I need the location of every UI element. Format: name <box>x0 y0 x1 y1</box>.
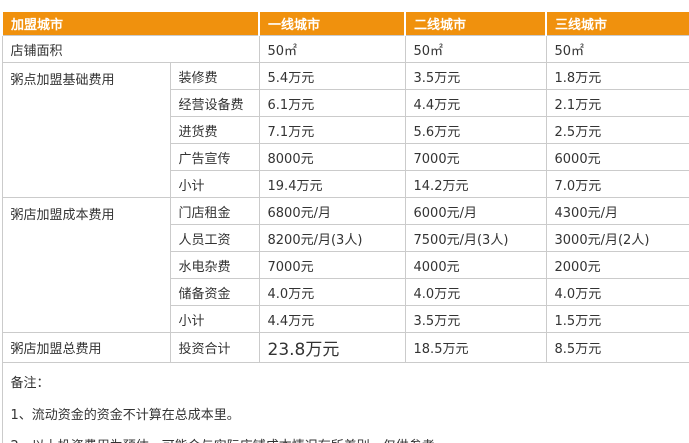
item-label: 小计 <box>169 170 260 198</box>
header-city-label: 加盟城市 <box>0 10 261 36</box>
header-tier2-city: 二线城市 <box>404 10 548 36</box>
value-cell: 19.4万元 <box>258 170 406 198</box>
notes-row: 备注： 1、流动资金的资金不计算在总成本里。 2、以上投资费用为预估，可能会与实… <box>1 362 689 443</box>
value-cell: 8000元 <box>258 143 406 171</box>
section-base-fees-label: 粥点加盟基础费用 <box>1 62 171 198</box>
total-item-label: 投资合计 <box>169 332 260 363</box>
value-cell: 2.5万元 <box>545 116 689 144</box>
value-cell: 4000元 <box>404 251 547 279</box>
item-label: 广告宣传 <box>169 143 260 171</box>
section-operating-costs-label: 粥店加盟成本费用 <box>1 197 171 333</box>
value-cell: 7.0万元 <box>545 170 689 198</box>
value-cell: 2.1万元 <box>545 89 689 117</box>
table-row: 经营设备费 6.1万元 4.4万元 2.1万元 <box>2 89 689 117</box>
item-label: 储备资金 <box>169 278 260 306</box>
item-label: 人员工资 <box>169 224 260 252</box>
item-label: 进货费 <box>169 116 260 144</box>
item-label: 经营设备费 <box>169 89 260 117</box>
value-cell: 6.1万元 <box>258 89 406 117</box>
table-row: 小计 19.4万元 14.2万元 7.0万元 <box>2 170 689 198</box>
shop-area-row: 店铺面积 50㎡ 50㎡ 50㎡ <box>1 35 689 63</box>
notes-title: 备注： <box>10 376 50 391</box>
item-label: 门店租金 <box>169 197 260 225</box>
franchise-cost-table: 加盟城市 一线城市 二线城市 三线城市 店铺面积 50㎡ 50㎡ 50㎡ 粥点加… <box>0 10 689 443</box>
table-header-row: 加盟城市 一线城市 二线城市 三线城市 <box>0 10 689 36</box>
value-cell: 6000元 <box>545 143 689 171</box>
item-label: 小计 <box>169 305 260 333</box>
value-cell: 4.4万元 <box>404 89 547 117</box>
total-value-tier3: 8.5万元 <box>545 332 689 363</box>
value-cell: 8200元/月(3人) <box>258 224 406 252</box>
shop-area-value: 50㎡ <box>545 35 689 63</box>
header-tier3-city: 三线城市 <box>545 10 689 36</box>
total-section-label: 粥店加盟总费用 <box>1 332 171 363</box>
total-row: 粥店加盟总费用 投资合计 23.8万元 18.5万元 8.5万元 <box>1 332 689 363</box>
value-cell: 7000元 <box>404 143 547 171</box>
value-cell: 4.0万元 <box>404 278 547 306</box>
table-row: 粥店加盟成本费用 门店租金 6800元/月 6000元/月 4300元/月 <box>1 197 689 333</box>
value-cell: 7.1万元 <box>258 116 406 144</box>
table-row: 粥点加盟基础费用 装修费 5.4万元 3.5万元 1.8万元 <box>1 62 689 198</box>
value-cell: 7000元 <box>258 251 406 279</box>
value-cell: 7500元/月(3人) <box>404 224 547 252</box>
value-cell: 6000元/月 <box>404 197 547 225</box>
item-label: 装修费 <box>169 62 260 90</box>
note-line-1: 1、流动资金的资金不计算在总成本里。 <box>10 408 240 423</box>
value-cell: 5.6万元 <box>404 116 547 144</box>
value-cell: 4.0万元 <box>258 278 406 306</box>
value-cell: 2000元 <box>545 251 689 279</box>
value-cell: 1.5万元 <box>545 305 689 333</box>
value-cell: 1.8万元 <box>545 62 689 90</box>
value-cell: 6800元/月 <box>258 197 406 225</box>
value-cell: 14.2万元 <box>404 170 547 198</box>
value-cell: 3.5万元 <box>404 305 547 333</box>
value-cell: 3000元/月(2人) <box>545 224 689 252</box>
value-cell: 3.5万元 <box>404 62 547 90</box>
shop-area-value: 50㎡ <box>258 35 406 63</box>
item-label: 水电杂费 <box>169 251 260 279</box>
note-line-2: 2、以上投资费用为预估，可能会与实际店铺成本情况有所差别，仅供参考。 <box>11 435 683 443</box>
total-value-tier2: 18.5万元 <box>404 332 547 363</box>
header-tier1-city: 一线城市 <box>258 10 407 36</box>
value-cell: 4300元/月 <box>545 197 689 225</box>
value-cell: 4.0万元 <box>545 278 689 306</box>
value-cell: 4.4万元 <box>258 305 406 333</box>
shop-area-value: 50㎡ <box>404 35 547 63</box>
total-value-tier1: 23.8万元 <box>258 332 406 363</box>
notes-cell: 备注： 1、流动资金的资金不计算在总成本里。 2、以上投资费用为预估，可能会与实… <box>1 362 689 443</box>
table-row: 人员工资 8200元/月(3人) 7500元/月(3人) 3000元/月(2人) <box>2 224 689 252</box>
table-row: 储备资金 4.0万元 4.0万元 4.0万元 <box>2 278 689 306</box>
shop-area-label: 店铺面积 <box>1 35 260 63</box>
value-cell: 5.4万元 <box>258 62 406 90</box>
table-row: 小计 4.4万元 3.5万元 1.5万元 <box>2 305 689 333</box>
